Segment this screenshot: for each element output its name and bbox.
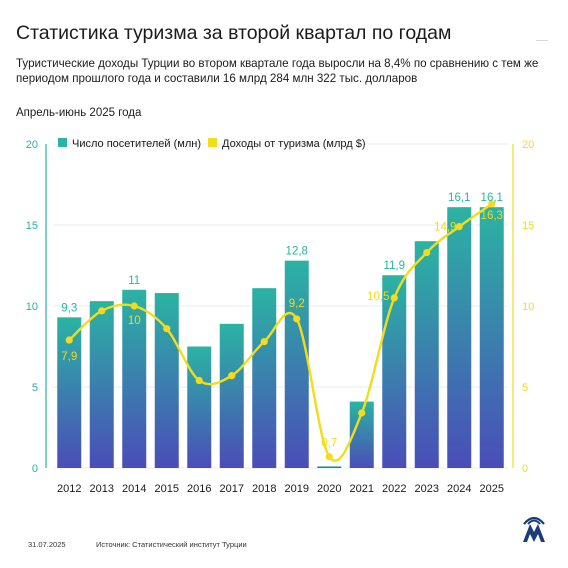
bar-value-label: 11 bbox=[128, 275, 140, 287]
bar bbox=[154, 293, 179, 468]
line-point bbox=[423, 248, 431, 257]
line-point bbox=[65, 336, 73, 344]
bar bbox=[447, 207, 472, 468]
bar bbox=[284, 260, 309, 468]
bar-series bbox=[57, 207, 504, 468]
bar bbox=[187, 346, 212, 468]
x-axis-tick-label: 2019 bbox=[285, 483, 309, 495]
bar-value-label: 12,8 bbox=[286, 246, 308, 258]
right-axis-tick-label: 0 bbox=[522, 463, 528, 475]
right-axis-tick-label: 5 bbox=[522, 382, 528, 394]
x-axis-tick-label: 2023 bbox=[415, 483, 439, 495]
bar bbox=[479, 207, 504, 468]
line-point bbox=[163, 325, 171, 333]
footer-source: Источник: Статистический институт Турции bbox=[96, 540, 247, 549]
legend-label-visitors: Число посетителей (млн) bbox=[72, 138, 201, 150]
line-value-label: 7,9 bbox=[61, 351, 77, 363]
left-axis-tick-label: 15 bbox=[26, 220, 38, 232]
bar-value-label: 9,3 bbox=[61, 302, 77, 314]
bar bbox=[89, 301, 114, 468]
line-point bbox=[390, 294, 398, 302]
chart-title: Статистика туризма за второй квартал по … bbox=[16, 22, 452, 44]
line-value-label: 10,5 bbox=[367, 291, 389, 303]
line-value-label: 14,9 bbox=[434, 222, 456, 234]
right-axis-tick-label: 10 bbox=[522, 301, 534, 313]
left-axis-tick-label: 20 bbox=[26, 139, 38, 151]
x-axis-tick-label: 2022 bbox=[382, 483, 406, 495]
line-point bbox=[228, 372, 236, 380]
line-point bbox=[358, 409, 366, 417]
x-axis-tick-label: 2013 bbox=[90, 483, 114, 495]
line-series bbox=[65, 200, 496, 462]
x-axis-tick-label: 2025 bbox=[480, 483, 504, 495]
left-axis-tick-label: 0 bbox=[32, 463, 38, 475]
line-point bbox=[293, 315, 301, 323]
x-axis-tick-label: 2017 bbox=[220, 483, 244, 495]
line-value-label: 10 bbox=[128, 315, 141, 327]
line-point bbox=[98, 307, 106, 315]
line-point bbox=[130, 302, 138, 310]
x-axis-tick-label: 2016 bbox=[187, 483, 211, 495]
line-point bbox=[325, 453, 333, 461]
x-axis-tick-label: 2021 bbox=[350, 483, 374, 495]
line-value-label: 16,3 bbox=[481, 210, 503, 222]
line-point bbox=[455, 223, 463, 231]
corner-divider bbox=[536, 40, 548, 41]
line-value-label: 0,7 bbox=[321, 438, 337, 450]
line-point bbox=[260, 338, 268, 346]
legend-swatch-revenue bbox=[208, 138, 217, 147]
legend: Число посетителей (млн) Доходы от туризма… bbox=[58, 138, 366, 150]
left-axis-tick-label: 5 bbox=[32, 382, 38, 394]
aa-agency-logo-icon bbox=[523, 516, 545, 542]
line-point bbox=[488, 200, 496, 208]
x-axis-tick-label: 2018 bbox=[252, 483, 276, 495]
bar bbox=[219, 323, 244, 468]
x-axis-tick-label: 2012 bbox=[57, 483, 81, 495]
bar bbox=[382, 275, 407, 468]
axes: 0 5 10 15 20 0 5 10 15 20 2012 2013 2014 2015 2016 2017… bbox=[26, 139, 535, 495]
x-axis-tick-label: 2015 bbox=[155, 483, 179, 495]
right-axis-tick-label: 15 bbox=[522, 220, 534, 232]
left-axis-tick-label: 10 bbox=[26, 301, 38, 313]
bar bbox=[317, 466, 342, 468]
bar-value-label: 16,1 bbox=[448, 192, 470, 204]
right-axis-tick-label: 20 bbox=[522, 139, 534, 151]
line-point bbox=[195, 376, 203, 385]
x-axis-tick-label: 2014 bbox=[122, 483, 146, 495]
chart-subtitle: Туристические доходы Турции во втором кв… bbox=[16, 57, 539, 85]
legend-swatch-visitors bbox=[58, 138, 67, 147]
legend-label-revenue: Доходы от туризма (млрд $) bbox=[222, 138, 366, 150]
footer-date: 31.07.2025 bbox=[28, 540, 66, 549]
bar bbox=[252, 288, 277, 468]
x-axis-tick-label: 2020 bbox=[317, 483, 341, 495]
x-axis-tick-label: 2024 bbox=[447, 483, 471, 495]
period-label: Апрель-июнь 2025 года bbox=[16, 107, 142, 119]
bar-value-label: 11,9 bbox=[383, 260, 405, 272]
line-value-label: 9,2 bbox=[289, 298, 305, 310]
bar bbox=[122, 289, 147, 468]
data-labels: 9,3 11 12,8 11,9 16,1 16,1 7,9 10 9,2 0,7 10,5 14,9… bbox=[61, 192, 503, 449]
bar-value-label: 16,1 bbox=[481, 192, 503, 204]
bar bbox=[414, 241, 439, 468]
